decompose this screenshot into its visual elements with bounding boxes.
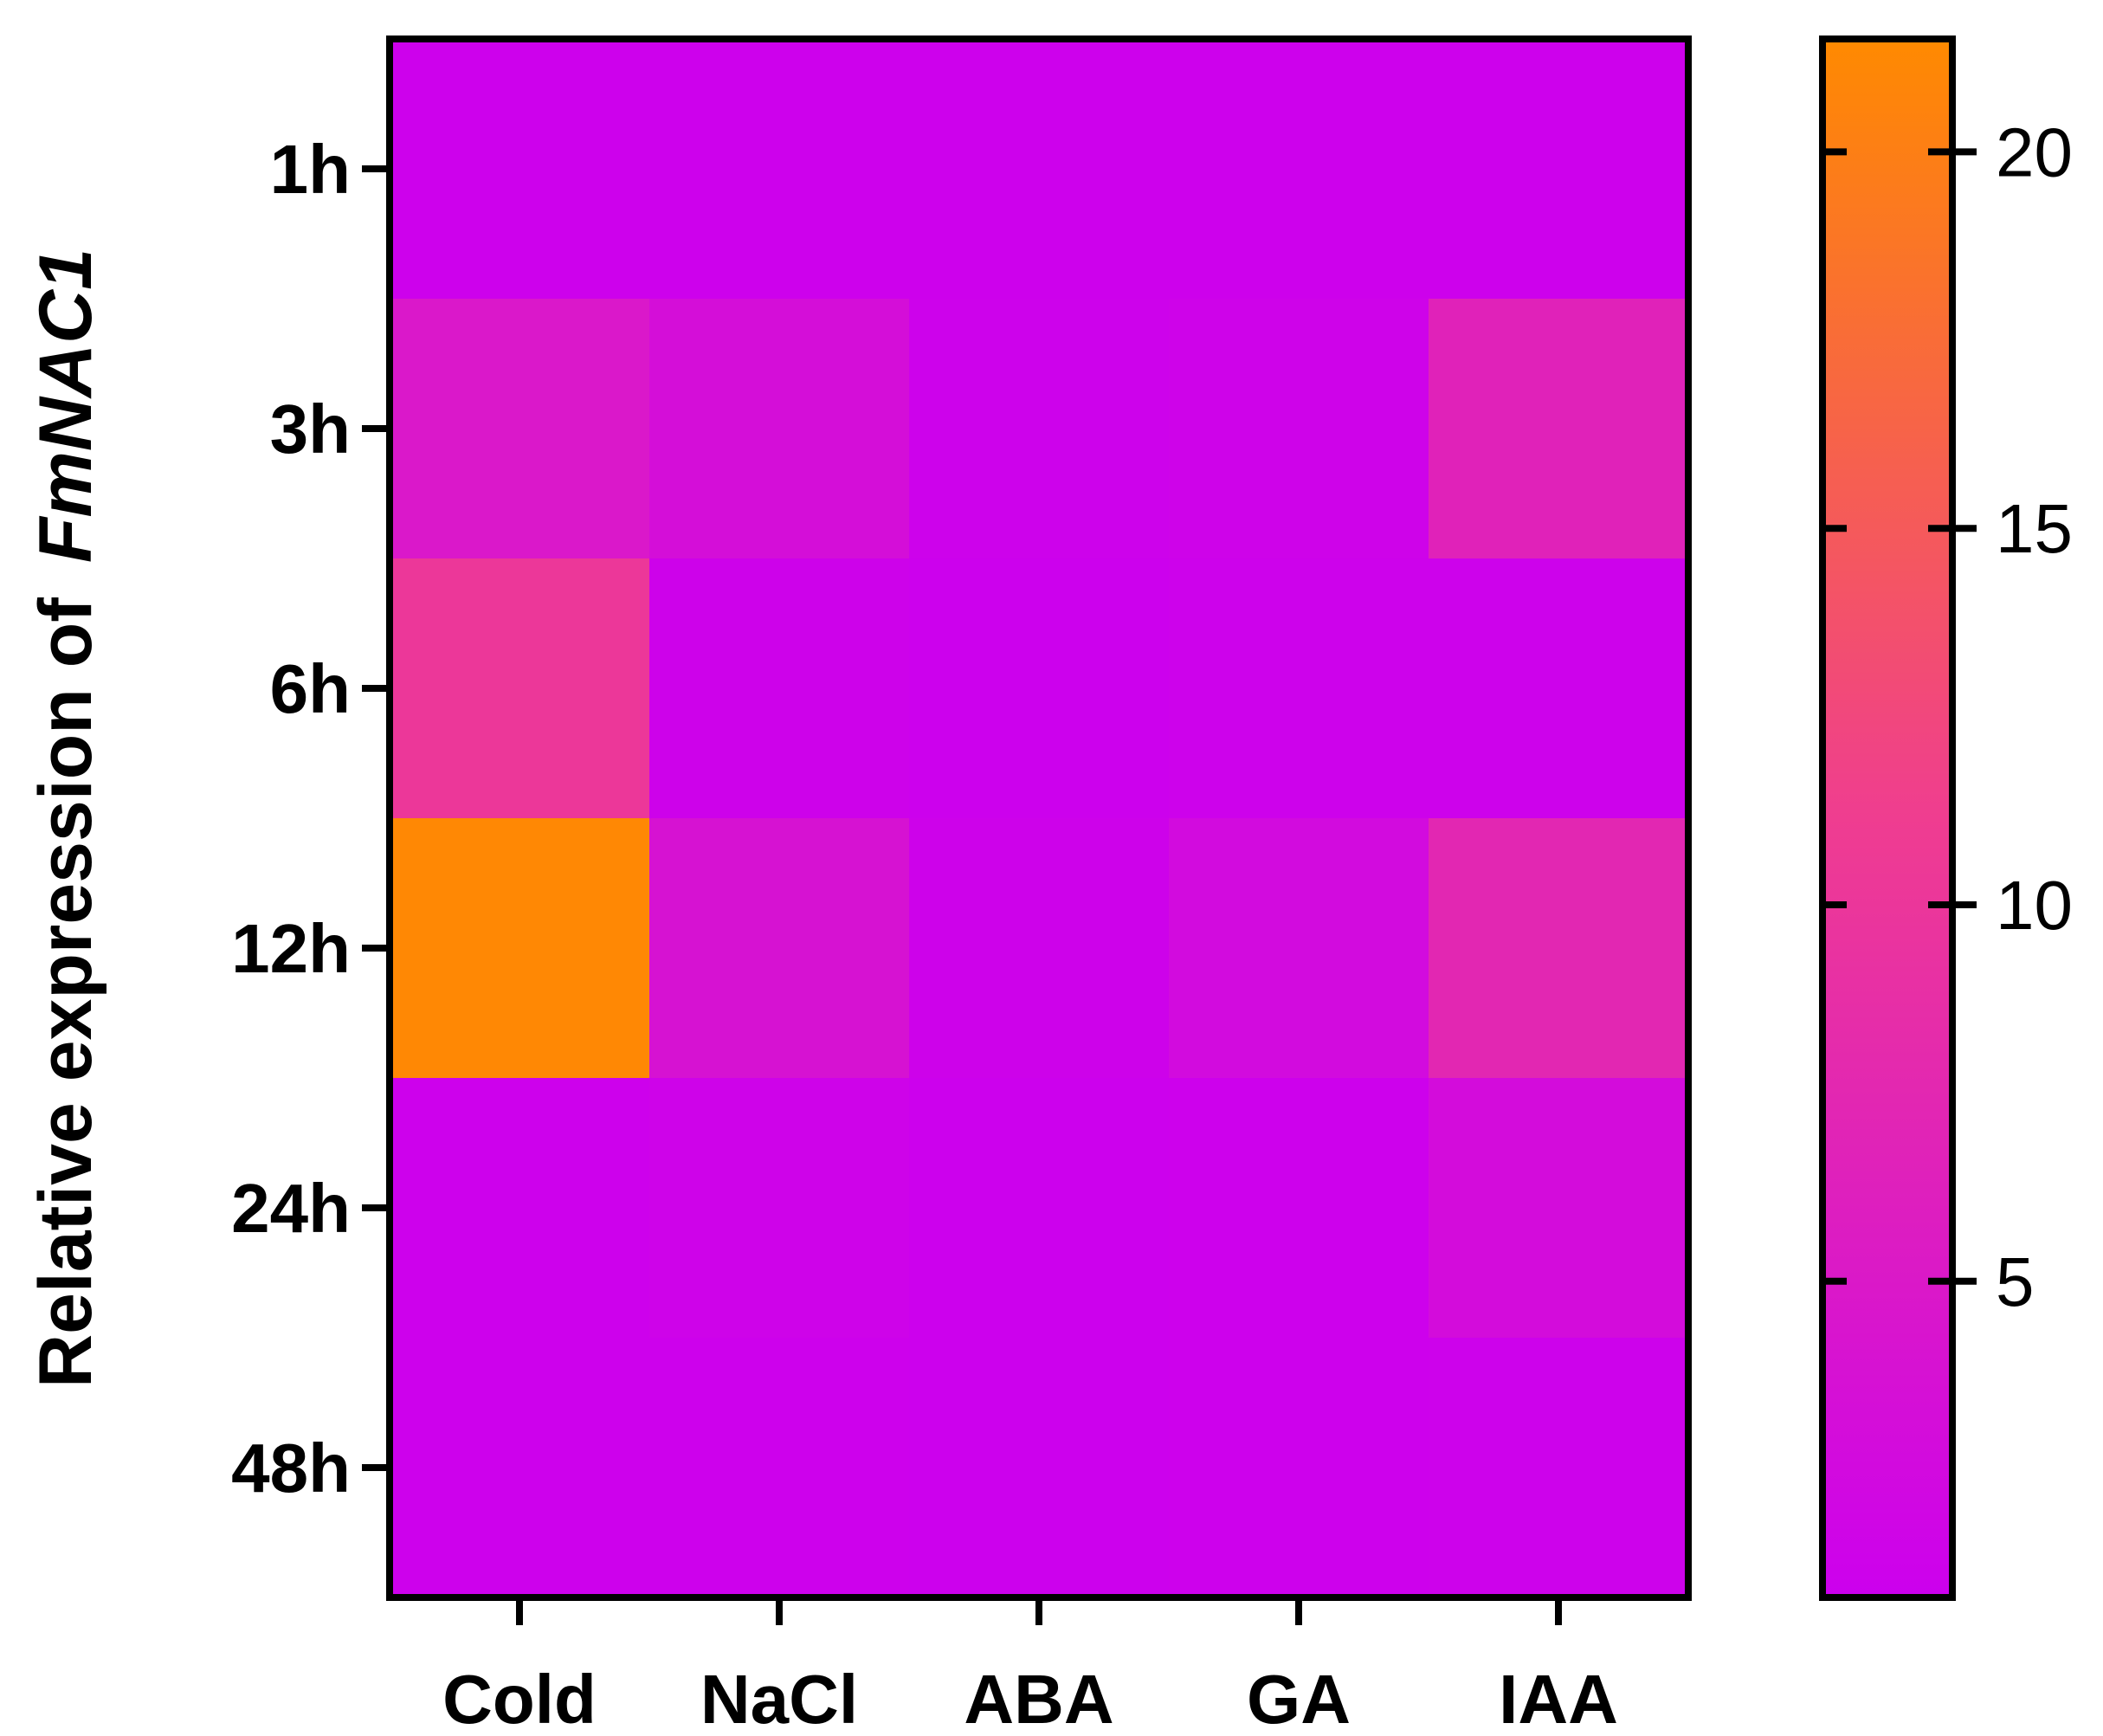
heatmap-cell-6h-ga (1169, 558, 1429, 819)
heatmap-cell-1h-aba (909, 39, 1170, 300)
y-tick-label-48h: 48h (231, 1429, 351, 1507)
y-axis-title-gene: FmNAC1 (24, 248, 107, 563)
y-tick-label-1h: 1h (270, 131, 351, 208)
heatmap-cell-6h-nacl (649, 558, 910, 819)
heatmap-cell-3h-nacl (649, 299, 910, 559)
heatmap-cell-6h-iaa (1429, 558, 1689, 819)
heatmap-cell-3h-aba (909, 299, 1170, 559)
heatmap-cell-3h-cold (390, 299, 650, 559)
x-tick-label-nacl: NaCl (700, 1661, 858, 1736)
y-axis: 1h 3h 6h 12h 24h 48h (231, 131, 390, 1507)
heatmap-cell-12h-ga (1169, 818, 1429, 1079)
heatmap-cell-24h-ga (1169, 1078, 1429, 1339)
x-tick-label-ga: GA (1247, 1661, 1351, 1736)
heatmap-cell-1h-cold (390, 39, 650, 300)
heatmap-cell-3h-iaa (1429, 299, 1689, 559)
x-axis: Cold NaCl ABA GA IAA (442, 1597, 1618, 1736)
colorbar-ticks: 5 10 15 20 (1822, 113, 2073, 1320)
colorbar-tick-label-20: 20 (1996, 113, 2073, 190)
x-tick-label-iaa: IAA (1499, 1661, 1618, 1736)
heatmap-cell-48h-ga (1169, 1338, 1429, 1598)
heatmap-cell-12h-aba (909, 818, 1170, 1079)
heatmap-cell-12h-nacl (649, 818, 910, 1079)
y-axis-title-text: Relative expression of (24, 597, 107, 1388)
heatmap-cell-6h-cold (390, 558, 650, 819)
colorbar-tick-label-10: 10 (1996, 867, 2073, 944)
heatmap-cell-24h-iaa (1429, 1078, 1689, 1339)
x-tick-label-aba: ABA (964, 1661, 1113, 1736)
heatmap-cell-48h-cold (390, 1338, 650, 1598)
heatmap-cells (390, 39, 1689, 1598)
colorbar-tick-label-5: 5 (1996, 1243, 2035, 1320)
y-tick-label-3h: 3h (270, 390, 351, 468)
colorbar-tick-label-15: 15 (1996, 490, 2073, 567)
heatmap-cell-48h-nacl (649, 1338, 910, 1598)
x-tick-label-cold: Cold (442, 1661, 597, 1736)
heatmap-cell-24h-nacl (649, 1078, 910, 1339)
heatmap-cell-48h-iaa (1429, 1338, 1689, 1598)
heatmap-cell-6h-aba (909, 558, 1170, 819)
heatmap-cell-24h-cold (390, 1078, 650, 1339)
heatmap-cell-3h-ga (1169, 299, 1429, 559)
heatmap-cell-24h-aba (909, 1078, 1170, 1339)
y-tick-label-12h: 12h (231, 910, 351, 987)
heatmap-cell-1h-ga (1169, 39, 1429, 300)
heatmap-cell-12h-iaa (1429, 818, 1689, 1079)
heatmap-cell-12h-cold (390, 818, 650, 1079)
heatmap-cell-48h-aba (909, 1338, 1170, 1598)
y-axis-title: Relative expression of FmNAC1 (24, 248, 107, 1388)
heatmap-cell-1h-nacl (649, 39, 910, 300)
y-tick-label-6h: 6h (270, 650, 351, 727)
y-tick-label-24h: 24h (231, 1170, 351, 1247)
colorbar (1819, 35, 1956, 1601)
heatmap-cell-1h-iaa (1429, 39, 1689, 300)
